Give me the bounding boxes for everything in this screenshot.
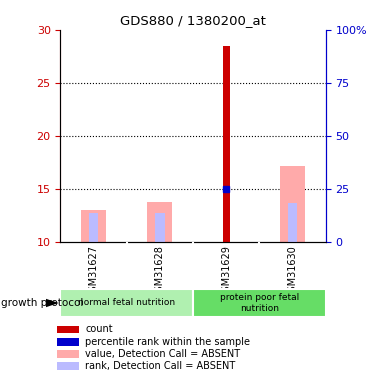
Bar (57, 350, 79, 358)
Text: GSM31629: GSM31629 (221, 245, 231, 298)
Bar (57, 362, 79, 370)
Bar (155, 213, 165, 242)
Bar (81, 210, 106, 242)
Text: value, Detection Call = ABSENT: value, Detection Call = ABSENT (85, 349, 241, 359)
Text: GSM31630: GSM31630 (287, 245, 298, 298)
Bar (223, 46, 230, 242)
Text: rank, Detection Call = ABSENT: rank, Detection Call = ABSENT (85, 361, 236, 371)
Bar (57, 338, 79, 346)
Text: count: count (85, 324, 113, 334)
Bar (89, 213, 98, 242)
Bar (60, 289, 193, 317)
Text: GSM31628: GSM31628 (155, 245, 165, 298)
Bar (57, 326, 79, 333)
Bar (147, 202, 172, 242)
Text: GSM31627: GSM31627 (89, 245, 99, 298)
Bar (193, 289, 326, 317)
Bar (288, 202, 297, 242)
Text: percentile rank within the sample: percentile rank within the sample (85, 337, 250, 347)
Bar (280, 166, 305, 242)
Text: protein poor fetal
nutrition: protein poor fetal nutrition (220, 293, 299, 312)
Polygon shape (46, 299, 58, 307)
Title: GDS880 / 1380200_at: GDS880 / 1380200_at (120, 15, 266, 27)
Text: normal fetal nutrition: normal fetal nutrition (78, 298, 176, 307)
Text: growth protocol: growth protocol (1, 298, 83, 308)
